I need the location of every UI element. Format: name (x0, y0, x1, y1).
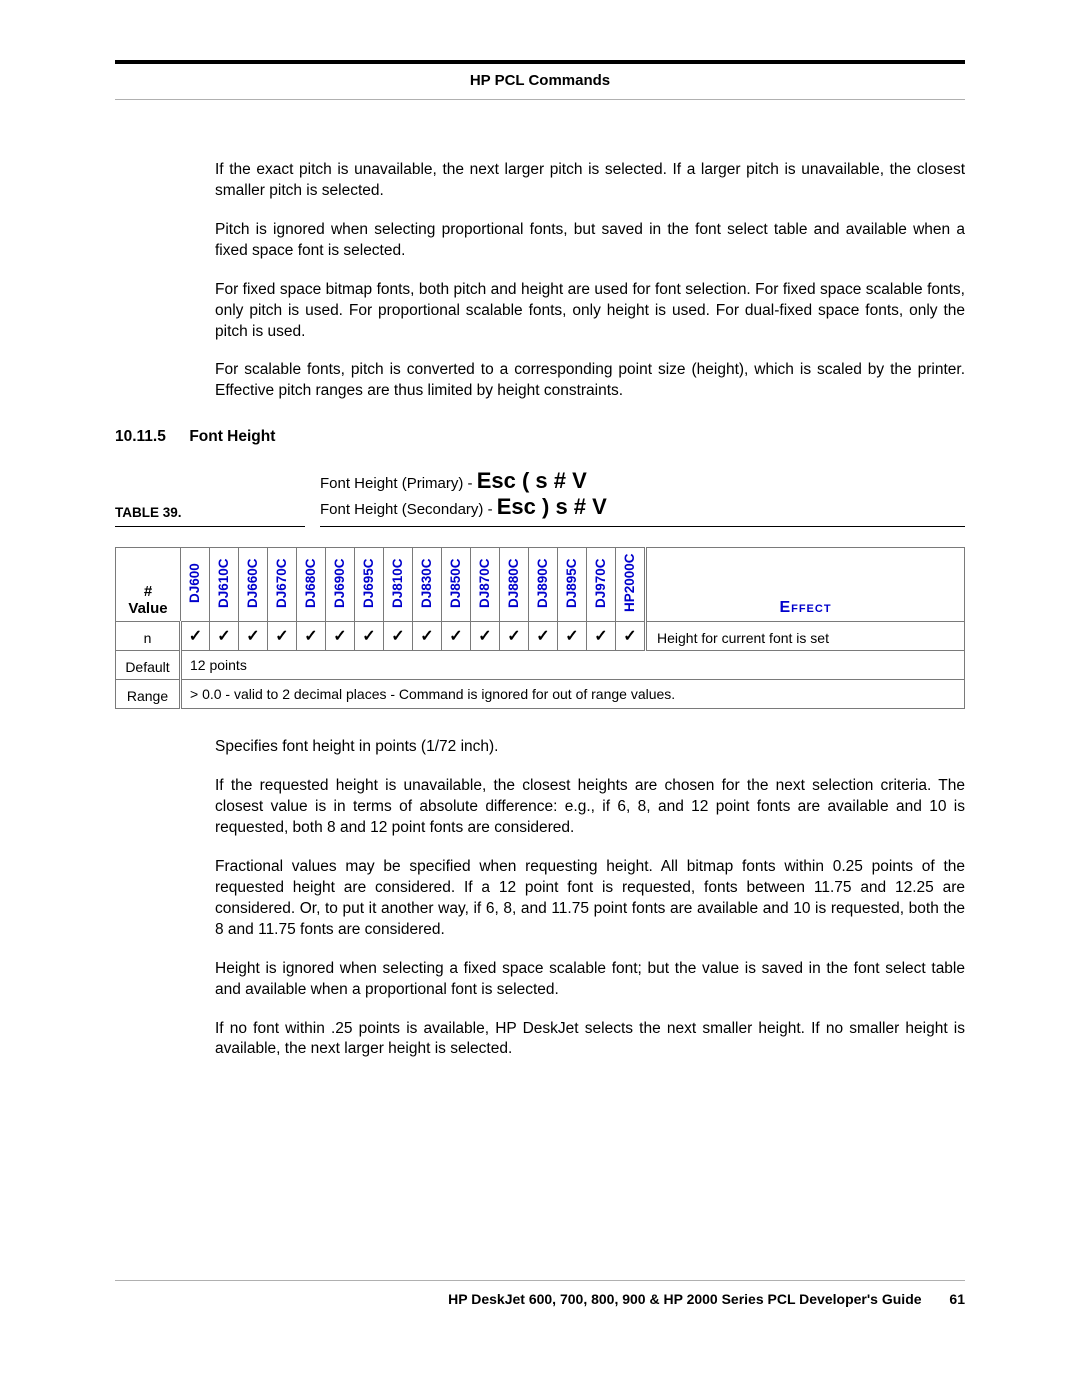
value-header: # Value (116, 548, 181, 622)
check-cell: ✓ (587, 622, 616, 651)
compatibility-table: # Value DJ600 DJ610C DJ660C DJ670C DJ680C DJ6… (115, 547, 965, 709)
check-cell: ✓ (500, 622, 529, 651)
model-label: DJ870C (478, 552, 492, 614)
check-cell: ✓ (384, 622, 413, 651)
check-cell: ✓ (616, 622, 646, 651)
model-label: DJ880C (507, 552, 521, 614)
page-footer: HP DeskJet 600, 700, 800, 900 & HP 2000 … (115, 1280, 965, 1307)
check-cell: ✓ (181, 622, 210, 651)
model-header: DJ690C (326, 548, 355, 622)
check-cell: ✓ (413, 622, 442, 651)
span-cell: 12 points (181, 651, 965, 680)
model-label: DJ660C (246, 552, 260, 614)
model-header: DJ670C (268, 548, 297, 622)
section-number: 10.11.5 (115, 428, 185, 446)
model-label: DJ690C (333, 552, 347, 614)
page-number: 61 (949, 1291, 965, 1307)
page: HP PCL Commands If the exact pitch is un… (0, 0, 1080, 1367)
table-caption-row: TABLE 39. Font Height (Primary) - Esc ( … (115, 468, 965, 527)
model-header: DJ600 (181, 548, 210, 622)
para: If the requested height is unavailable, … (215, 776, 965, 839)
value-cell: n (116, 622, 181, 651)
effect-header: Effect (646, 548, 965, 622)
model-label: DJ830C (420, 552, 434, 614)
model-header: DJ810C (384, 548, 413, 622)
page-header: HP PCL Commands (115, 60, 965, 100)
value-cell: Range (116, 680, 181, 709)
model-label: DJ610C (217, 552, 231, 614)
model-header: DJ890C (529, 548, 558, 622)
model-label: DJ670C (275, 552, 289, 614)
model-header: DJ680C (297, 548, 326, 622)
check-cell: ✓ (326, 622, 355, 651)
intro-block: If the exact pitch is unavailable, the n… (215, 160, 965, 402)
para: Fractional values may be specified when … (215, 857, 965, 941)
check-cell: ✓ (355, 622, 384, 651)
model-label: DJ890C (536, 552, 550, 614)
check-cell: ✓ (471, 622, 500, 651)
check-cell: ✓ (297, 622, 326, 651)
model-label: DJ850C (449, 552, 463, 614)
effect-cell: Height for current font is set (646, 622, 965, 651)
table-row: Default12 points (116, 651, 965, 680)
table-header-row: # Value DJ600 DJ610C DJ660C DJ670C DJ680C DJ6… (116, 548, 965, 622)
check-cell: ✓ (442, 622, 471, 651)
para: Specifies font height in points (1/72 in… (215, 737, 965, 758)
model-header: DJ850C (442, 548, 471, 622)
caption1-prefix: Font Height (Primary) - (320, 475, 477, 492)
para: If no font within .25 points is availabl… (215, 1019, 965, 1061)
model-label: DJ810C (391, 552, 405, 614)
caption2-prefix: Font Height (Secondary) - (320, 501, 497, 518)
check-cell: ✓ (239, 622, 268, 651)
check-cell: ✓ (210, 622, 239, 651)
after-block: Specifies font height in points (1/72 in… (215, 737, 965, 1060)
model-header: HP2000C (616, 548, 646, 622)
caption1-esc: Esc ( s # V (477, 468, 587, 493)
model-header: DJ610C (210, 548, 239, 622)
table-row: Range> 0.0 - valid to 2 decimal places -… (116, 680, 965, 709)
footer-text: HP DeskJet 600, 700, 800, 900 & HP 2000 … (448, 1291, 921, 1307)
model-label: DJ970C (594, 552, 608, 614)
para: If the exact pitch is unavailable, the n… (215, 160, 965, 202)
model-header: DJ660C (239, 548, 268, 622)
table-row: n✓✓✓✓✓✓✓✓✓✓✓✓✓✓✓✓Height for current font… (116, 622, 965, 651)
model-label: HP2000C (623, 552, 637, 614)
model-header: DJ895C (558, 548, 587, 622)
model-header: DJ970C (587, 548, 616, 622)
model-label: DJ680C (304, 552, 318, 614)
check-cell: ✓ (268, 622, 297, 651)
model-label: DJ695C (362, 552, 376, 614)
model-header: DJ830C (413, 548, 442, 622)
value-cell: Default (116, 651, 181, 680)
model-header: DJ870C (471, 548, 500, 622)
table-caption: Font Height (Primary) - Esc ( s # V Font… (320, 468, 965, 527)
model-label: DJ895C (565, 552, 579, 614)
para: For fixed space bitmap fonts, both pitch… (215, 280, 965, 343)
section-title: Font Height (189, 428, 275, 445)
caption2-esc: Esc ) s # V (497, 494, 607, 519)
table-label: TABLE 39. (115, 505, 305, 527)
header-title: HP PCL Commands (470, 72, 610, 89)
check-cell: ✓ (558, 622, 587, 651)
section-heading: 10.11.5 Font Height (115, 428, 965, 446)
span-cell: > 0.0 - valid to 2 decimal places - Comm… (181, 680, 965, 709)
model-header: DJ695C (355, 548, 384, 622)
para: Height is ignored when selecting a fixed… (215, 959, 965, 1001)
para: For scalable fonts, pitch is converted t… (215, 360, 965, 402)
model-label: DJ600 (188, 552, 202, 614)
model-header: DJ880C (500, 548, 529, 622)
table-body: n✓✓✓✓✓✓✓✓✓✓✓✓✓✓✓✓Height for current font… (116, 622, 965, 709)
check-cell: ✓ (529, 622, 558, 651)
para: Pitch is ignored when selecting proporti… (215, 220, 965, 262)
